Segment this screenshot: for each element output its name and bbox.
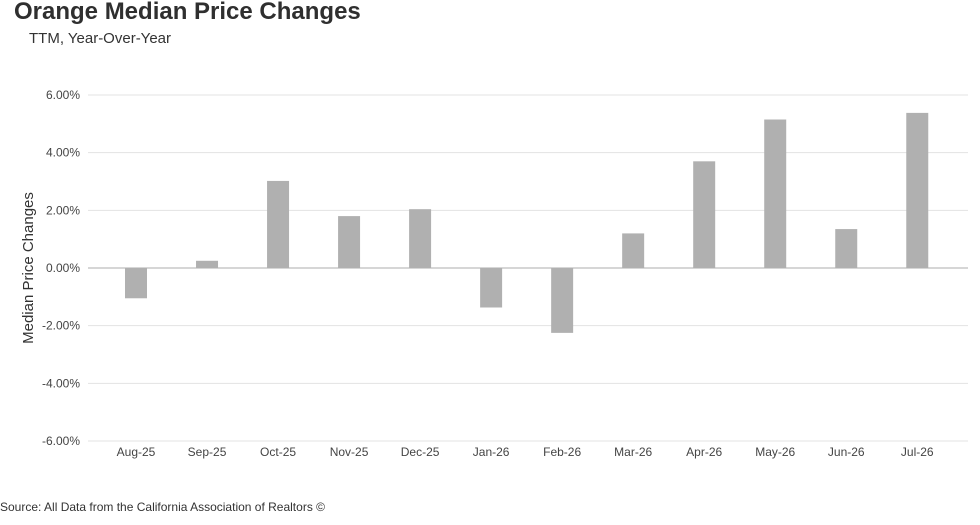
x-tick-label: Apr-26 <box>686 445 722 459</box>
x-tick-label: Dec-25 <box>401 445 440 459</box>
bar-oct-25 <box>267 180 290 268</box>
bar-sep-25 <box>196 260 219 268</box>
gridlines <box>88 94 968 442</box>
bar-nov-25 <box>338 216 361 268</box>
chart-title: Orange Median Price Changes <box>14 0 361 25</box>
x-axis-ticks: Aug-25 Sep-25 Oct-25 Nov-25 Dec-25 Jan-26 Feb-… <box>117 445 934 459</box>
y-tick-label: -2.00% <box>42 319 80 333</box>
x-tick-label: Sep-25 <box>188 445 227 459</box>
x-tick-label: Mar-26 <box>614 445 652 459</box>
y-tick-label: -4.00% <box>42 376 80 390</box>
bar-may-26 <box>764 119 787 268</box>
chart-subtitle: TTM, Year-Over-Year <box>29 30 171 47</box>
y-tick-label: 6.00% <box>46 88 80 102</box>
y-axis-ticks: 6.00% 4.00% 2.00% 0.00% -2.00% -4.00% -6.00% <box>42 88 80 448</box>
source-note: Source: All Data from the California Ass… <box>0 500 325 514</box>
x-tick-label: Aug-25 <box>117 445 156 459</box>
bar-aug-25 <box>125 268 147 299</box>
bars <box>125 112 929 333</box>
bar-feb-26 <box>551 268 574 333</box>
y-tick-label: 2.00% <box>46 203 80 217</box>
bar-mar-26 <box>622 233 645 268</box>
y-axis-label: Median Price Changes <box>20 192 37 344</box>
bar-jul-26 <box>906 112 929 268</box>
x-tick-label: Oct-25 <box>260 445 296 459</box>
bar-apr-26 <box>693 161 716 268</box>
x-tick-label: Jan-26 <box>473 445 510 459</box>
y-tick-label: -6.00% <box>42 434 80 448</box>
x-tick-label: Jul-26 <box>901 445 934 459</box>
x-tick-label: Nov-25 <box>330 445 369 459</box>
bar-dec-25 <box>409 209 432 268</box>
y-tick-label: 0.00% <box>46 261 80 275</box>
y-tick-label: 4.00% <box>46 146 80 160</box>
bar-jun-26 <box>835 229 858 268</box>
x-tick-label: May-26 <box>755 445 795 459</box>
x-tick-label: Feb-26 <box>543 445 581 459</box>
x-tick-label: Jun-26 <box>828 445 865 459</box>
bar-jan-26 <box>480 268 503 308</box>
